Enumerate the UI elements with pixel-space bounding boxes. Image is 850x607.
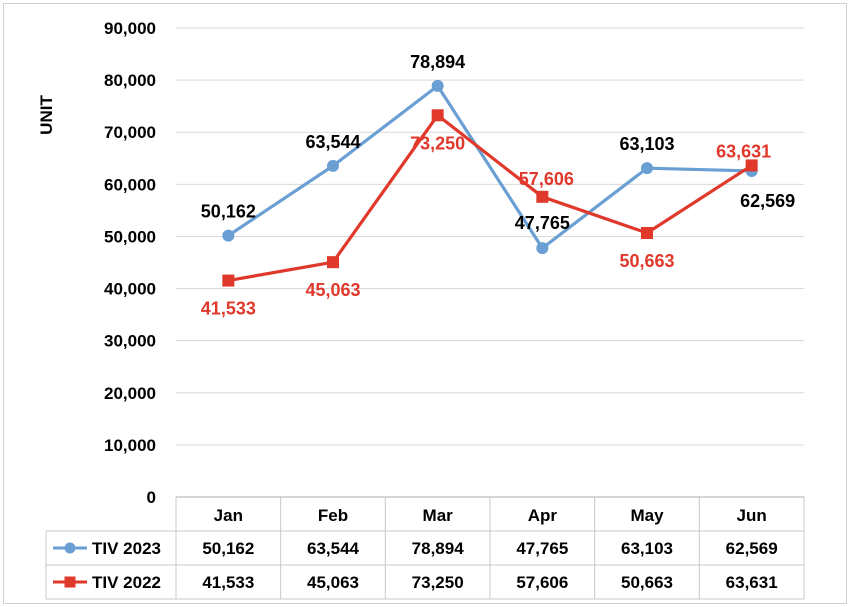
- data-point: [745, 159, 758, 172]
- data-labels: 50,162 63,544 78,894 47,765 63,103 62,569 41,5…: [201, 52, 795, 319]
- series-markers: [222, 79, 758, 287]
- data-point: [536, 190, 549, 203]
- data-point: [222, 229, 235, 242]
- legend-series-name: TIV 2023: [92, 539, 161, 558]
- y-axis-label: UNIT: [37, 95, 56, 135]
- data-label: 62,569: [740, 191, 795, 211]
- legend-marker: [64, 542, 76, 554]
- data-point: [327, 159, 339, 172]
- y-tick-label: 60,000: [104, 175, 156, 194]
- data-point: [536, 242, 549, 255]
- x-tick-label: May: [630, 506, 664, 525]
- series-line: [228, 113, 753, 283]
- legend-marker: [64, 576, 76, 588]
- table-cell-value: 50,162: [202, 539, 254, 558]
- data-label: 50,162: [201, 202, 256, 222]
- y-tick-label: 70,000: [104, 123, 156, 142]
- y-tick-label: 40,000: [104, 280, 156, 299]
- series-line: [227, 84, 752, 250]
- y-axis-ticks: 0 10,000 20,000 30,000 40,000 50,000 60,000 70,…: [104, 19, 156, 507]
- data-point: [222, 274, 235, 287]
- table-cell-value: 47,765: [516, 539, 568, 558]
- y-tick-label: 90,000: [104, 19, 156, 38]
- y-tick-label: 80,000: [104, 71, 156, 90]
- data-label: 63,631: [716, 141, 771, 161]
- data-point: [641, 226, 653, 239]
- table-cell-value: 62,569: [726, 539, 778, 558]
- data-point: [431, 109, 444, 122]
- table-cell-value: 63,631: [726, 573, 778, 592]
- x-tick-label: Apr: [528, 506, 558, 525]
- y-tick-label: 30,000: [104, 332, 156, 351]
- table-cell-value: 41,533: [202, 573, 254, 592]
- data-point: [431, 79, 444, 92]
- table-cell-value: 45,063: [307, 573, 359, 592]
- x-tick-label: Jan: [214, 506, 243, 525]
- data-label: 63,103: [619, 134, 674, 154]
- y-tick-label: 20,000: [104, 384, 156, 403]
- y-tick-label: 50,000: [104, 227, 156, 246]
- table-cell-value: 63,103: [621, 539, 673, 558]
- x-tick-label: Jun: [737, 506, 767, 525]
- y-tick-label: 10,000: [104, 436, 156, 455]
- table-cell-value: 73,250: [412, 573, 464, 592]
- data-label: 73,250: [410, 133, 465, 153]
- x-tick-label: Mar: [423, 506, 454, 525]
- data-label: 63,544: [305, 132, 360, 152]
- x-tick-label: Feb: [318, 506, 348, 525]
- legend-series-name: TIV 2022: [92, 573, 161, 592]
- table-cell-value: 50,663: [621, 573, 673, 592]
- gridlines: [176, 27, 804, 498]
- series-lines: [227, 84, 753, 283]
- data-label: 45,063: [305, 280, 360, 300]
- table-cell-value: 63,544: [307, 539, 360, 558]
- data-point: [327, 256, 339, 269]
- data-label: 78,894: [410, 52, 465, 72]
- chart-frame: [3, 3, 847, 604]
- data-label: 50,663: [619, 251, 674, 271]
- data-point: [641, 162, 653, 175]
- data-label: 57,606: [519, 169, 574, 189]
- table-cell-value: 57,606: [516, 573, 568, 592]
- data-table: Jan Feb Mar Apr May Jun TIV 2023 50,162 63,544 78…: [45, 496, 805, 600]
- data-label: 47,765: [515, 213, 570, 233]
- data-label: 41,533: [201, 299, 256, 319]
- y-tick-label: 0: [147, 488, 156, 507]
- table-cell-value: 78,894: [412, 539, 465, 558]
